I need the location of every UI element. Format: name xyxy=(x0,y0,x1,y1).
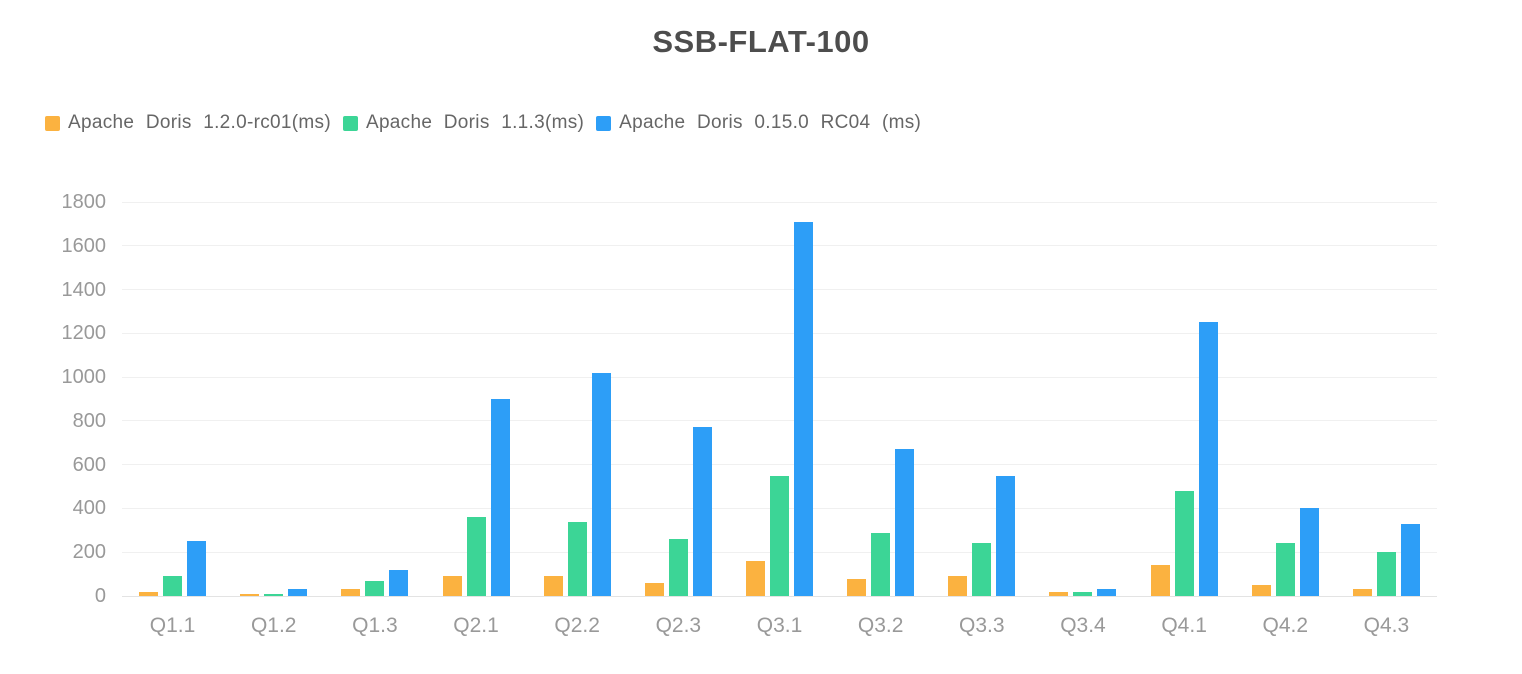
bar-q2-2-apache-doris-1-2-0-rc01-ms[interactable] xyxy=(543,576,563,596)
gridline xyxy=(122,420,1437,422)
bar-q3-3-apache-doris-1-1-3-ms[interactable] xyxy=(972,543,992,596)
bar-q4-3-apache-doris-1-2-0-rc01-ms[interactable] xyxy=(1352,589,1372,596)
bar-q1-3-apache-doris-1-1-3-ms[interactable] xyxy=(365,580,385,596)
x-axis-line xyxy=(122,595,1437,597)
y-tick-label: 600 xyxy=(72,453,106,476)
bar-q2-1-apache-doris-1-1-3-ms[interactable] xyxy=(466,517,486,596)
bar-q3-3-apache-doris-0-15-0-rc04-ms[interactable] xyxy=(996,475,1016,596)
bar-q2-1-apache-doris-0-15-0-rc04-ms[interactable] xyxy=(490,399,510,596)
bar-q3-1-apache-doris-0-15-0-rc04-ms[interactable] xyxy=(794,221,813,596)
x-tick-label-q1-2: Q1.2 xyxy=(250,614,297,637)
bar-q4-1-apache-doris-1-2-0-rc01-ms[interactable] xyxy=(1150,565,1170,596)
y-tick-label: 800 xyxy=(72,409,106,432)
bar-q4-3-apache-doris-0-15-0-rc04-ms[interactable] xyxy=(1400,523,1420,596)
x-tick-label-q1-3: Q1.3 xyxy=(352,614,398,637)
bar-q1-3-apache-doris-0-15-0-rc04-ms[interactable] xyxy=(389,569,409,596)
bar-q4-2-apache-doris-1-1-3-ms[interactable] xyxy=(1275,543,1295,596)
y-tick-label: 0 xyxy=(94,585,106,607)
bar-q2-3-apache-doris-0-15-0-rc04-ms[interactable] xyxy=(692,427,712,596)
legend-label: Apache Doris 0.15.0 RC04 (ms) xyxy=(619,112,922,133)
bar-q1-2-apache-doris-0-15-0-rc04-ms[interactable] xyxy=(288,589,308,596)
x-tick-label-q4-3: Q4.3 xyxy=(1363,614,1410,637)
y-tick-label: 1800 xyxy=(61,191,107,213)
bar-q3-4-apache-doris-0-15-0-rc04-ms[interactable] xyxy=(1097,589,1117,596)
gridline xyxy=(122,245,1437,247)
bar-q1-3-apache-doris-1-2-0-rc01-ms[interactable] xyxy=(341,589,361,596)
gridline xyxy=(122,332,1437,334)
bar-q3-2-apache-doris-0-15-0-rc04-ms[interactable] xyxy=(895,449,915,596)
bar-q3-4-apache-doris-1-2-0-rc01-ms[interactable] xyxy=(1049,591,1069,596)
y-tick-label: 1600 xyxy=(61,234,107,257)
bar-q2-2-apache-doris-1-1-3-ms[interactable] xyxy=(567,521,587,596)
bar-q2-3-apache-doris-1-2-0-rc01-ms[interactable] xyxy=(644,582,664,596)
bar-q3-1-apache-doris-1-2-0-rc01-ms[interactable] xyxy=(746,560,765,596)
gridline xyxy=(122,201,1437,203)
legend-swatch-icon xyxy=(342,115,358,131)
bar-q2-2-apache-doris-0-15-0-rc04-ms[interactable] xyxy=(591,372,611,596)
bar-q1-1-apache-doris-1-1-3-ms[interactable] xyxy=(163,576,183,596)
bar-q3-4-apache-doris-1-1-3-ms[interactable] xyxy=(1073,591,1093,596)
bar-q4-2-apache-doris-1-2-0-rc01-ms[interactable] xyxy=(1251,585,1271,596)
x-tick-label-q3-4: Q3.4 xyxy=(1060,614,1106,637)
x-tick-label-q2-3: Q2.3 xyxy=(655,614,702,637)
gridline xyxy=(122,289,1437,291)
y-tick-label: 1400 xyxy=(61,278,107,301)
legend-swatch-icon xyxy=(45,115,60,131)
bar-q1-2-apache-doris-1-2-0-rc01-ms[interactable] xyxy=(240,593,260,596)
x-tick-label-q3-3: Q3.3 xyxy=(959,614,1005,637)
plot-area: 0 200 400 600 800 1000 1200 1400 1600 1800 Q1.1 Q1… xyxy=(62,192,1437,637)
y-tick-label: 1000 xyxy=(61,366,107,389)
x-tick-label-q2-1: Q2.1 xyxy=(453,614,499,637)
y-tick-label: 200 xyxy=(72,541,106,564)
legend-label: Apache Doris 1.1.3(ms) xyxy=(365,112,585,133)
bar-q4-2-apache-doris-0-15-0-rc04-ms[interactable] xyxy=(1299,508,1319,596)
legend-item-apache-doris-1-2-0-rc01-ms[interactable]: Apache Doris 1.2.0-rc01(ms) xyxy=(45,112,331,134)
legend: Apache Doris 1.2.0-rc01(ms) Apache Doris … xyxy=(45,112,921,134)
bar-q4-1-apache-doris-1-1-3-ms[interactable] xyxy=(1174,490,1194,596)
chart-title: SSB-FLAT-100 xyxy=(652,24,870,59)
bar-q1-2-apache-doris-1-1-3-ms[interactable] xyxy=(264,593,284,596)
x-tick-label-q3-2: Q3.2 xyxy=(857,614,904,637)
x-tick-label-q2-2: Q2.2 xyxy=(554,614,600,637)
gridline xyxy=(122,376,1437,378)
bar-q2-3-apache-doris-1-1-3-ms[interactable] xyxy=(668,539,688,596)
y-tick-label: 1200 xyxy=(61,322,107,345)
bar-q4-1-apache-doris-0-15-0-rc04-ms[interactable] xyxy=(1198,322,1218,596)
bar-q1-1-apache-doris-1-2-0-rc01-ms[interactable] xyxy=(139,591,159,596)
bar-q4-3-apache-doris-1-1-3-ms[interactable] xyxy=(1376,552,1396,596)
bar-q1-1-apache-doris-0-15-0-rc04-ms[interactable] xyxy=(187,541,207,596)
x-tick-label-q3-1: Q3.1 xyxy=(756,614,803,637)
bar-q3-2-apache-doris-1-2-0-rc01-ms[interactable] xyxy=(847,578,867,596)
legend-label: Apache Doris 1.2.0-rc01(ms) xyxy=(68,112,331,133)
legend-item-apache-doris-0-15-0-rc04-ms[interactable]: Apache Doris 0.15.0 RC04 (ms) xyxy=(596,112,921,134)
y-tick-label: 400 xyxy=(72,497,106,520)
legend-item-apache-doris-1-1-3-ms[interactable]: Apache Doris 1.1.3(ms) xyxy=(342,112,585,134)
x-tick-label-q4-1: Q4.1 xyxy=(1161,614,1207,637)
x-tick-label-q1-1: Q1.1 xyxy=(149,614,196,637)
x-tick-label-q4-2: Q4.2 xyxy=(1262,614,1309,637)
bar-q3-2-apache-doris-1-1-3-ms[interactable] xyxy=(871,532,891,596)
bar-q3-3-apache-doris-1-2-0-rc01-ms[interactable] xyxy=(948,576,968,596)
legend-swatch-icon xyxy=(596,115,612,131)
gridline xyxy=(122,464,1437,466)
bar-q3-1-apache-doris-1-1-3-ms[interactable] xyxy=(770,475,789,596)
bar-q2-1-apache-doris-1-2-0-rc01-ms[interactable] xyxy=(442,576,462,596)
